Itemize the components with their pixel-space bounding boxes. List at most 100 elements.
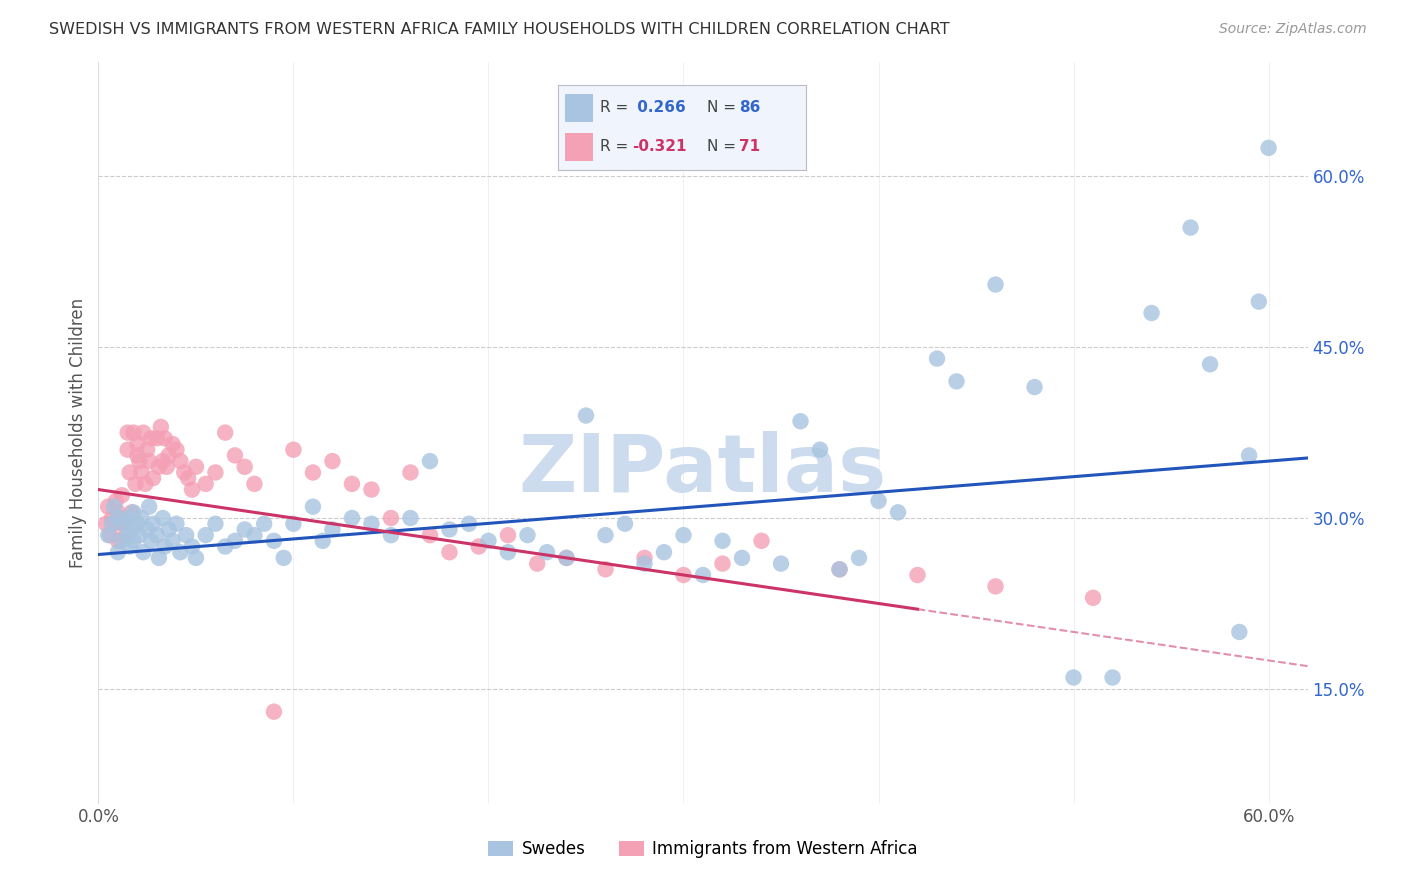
Point <box>121 505 143 519</box>
Point <box>169 545 191 559</box>
Point <box>633 550 655 565</box>
Point <box>103 516 125 531</box>
Point <box>149 420 172 434</box>
Point <box>399 511 422 525</box>
Point <box>131 466 153 480</box>
Point <box>127 449 149 463</box>
Point <box>419 528 441 542</box>
Point <box>828 562 851 576</box>
Point <box>118 466 141 480</box>
Point <box>181 540 204 554</box>
Point <box>157 523 180 537</box>
Point <box>156 459 179 474</box>
Point <box>555 550 578 565</box>
Point <box>233 523 256 537</box>
Point <box>1180 220 1202 235</box>
Point <box>146 431 169 445</box>
Point <box>984 277 1007 292</box>
Point <box>139 431 162 445</box>
Point <box>711 557 734 571</box>
Point <box>153 540 176 554</box>
Point <box>439 545 461 559</box>
Point <box>283 516 305 531</box>
Point <box>98 528 121 542</box>
Point <box>111 488 134 502</box>
Point <box>769 557 792 571</box>
Point <box>128 454 150 468</box>
Point <box>312 533 335 548</box>
Point <box>575 409 598 423</box>
Point <box>253 516 276 531</box>
Point <box>138 454 160 468</box>
Point <box>419 454 441 468</box>
Point <box>273 550 295 565</box>
Point <box>984 579 1007 593</box>
Point <box>614 516 637 531</box>
Point <box>1199 357 1222 371</box>
Point <box>283 442 305 457</box>
Point <box>672 568 695 582</box>
Point <box>243 528 266 542</box>
Point <box>204 516 226 531</box>
Point <box>751 533 773 548</box>
Point <box>117 442 139 457</box>
Point <box>633 557 655 571</box>
Point <box>1140 306 1163 320</box>
Point <box>153 431 176 445</box>
Point <box>321 523 343 537</box>
Point <box>302 500 325 514</box>
Point <box>243 476 266 491</box>
Point <box>142 471 165 485</box>
Point <box>101 511 124 525</box>
Point <box>224 449 246 463</box>
Point <box>124 476 146 491</box>
Point <box>162 533 184 548</box>
Point <box>184 459 207 474</box>
Point <box>848 550 870 565</box>
Point <box>131 511 153 525</box>
Point <box>108 511 131 525</box>
Point <box>122 425 145 440</box>
Text: Source: ZipAtlas.com: Source: ZipAtlas.com <box>1219 22 1367 37</box>
Point <box>117 425 139 440</box>
Text: SWEDISH VS IMMIGRANTS FROM WESTERN AFRICA FAMILY HOUSEHOLDS WITH CHILDREN CORREL: SWEDISH VS IMMIGRANTS FROM WESTERN AFRIC… <box>49 22 950 37</box>
Point <box>136 523 159 537</box>
Point <box>97 528 120 542</box>
Point <box>97 500 120 514</box>
Point <box>181 483 204 497</box>
Point <box>1063 671 1085 685</box>
Point <box>555 550 578 565</box>
Point <box>233 459 256 474</box>
Point <box>132 425 155 440</box>
Point <box>595 528 617 542</box>
Point <box>157 449 180 463</box>
Point <box>103 500 125 514</box>
Point <box>138 500 160 514</box>
Point <box>139 533 162 548</box>
Point <box>112 516 135 531</box>
Point <box>165 516 187 531</box>
Point <box>134 476 156 491</box>
Point <box>127 516 149 531</box>
Point <box>107 511 129 525</box>
Point <box>194 528 217 542</box>
Point <box>127 437 149 451</box>
Point <box>132 545 155 559</box>
Point <box>672 528 695 542</box>
Point <box>458 516 481 531</box>
Point <box>360 483 382 497</box>
Point <box>1257 141 1279 155</box>
Point <box>111 533 134 548</box>
Point <box>595 562 617 576</box>
Point <box>96 516 118 531</box>
Point <box>104 494 127 508</box>
Point <box>224 533 246 548</box>
Point <box>1081 591 1104 605</box>
Point <box>1024 380 1046 394</box>
Point <box>340 511 363 525</box>
Point <box>321 454 343 468</box>
Point <box>117 511 139 525</box>
Point <box>152 511 174 525</box>
Point <box>117 528 139 542</box>
Point <box>121 523 143 537</box>
